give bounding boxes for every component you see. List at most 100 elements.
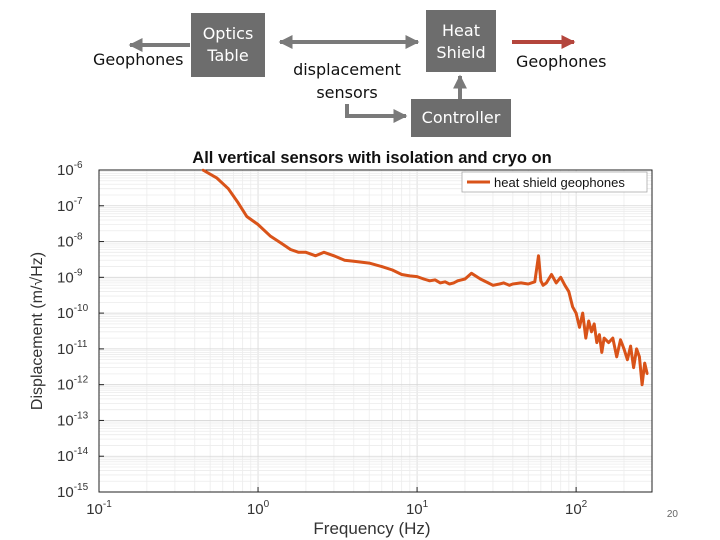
data-point <box>640 383 644 386</box>
y-tick-label: 10-14 <box>57 446 89 465</box>
data-point <box>422 277 425 281</box>
data-point <box>415 275 419 278</box>
data-point <box>448 282 451 286</box>
data-point <box>581 311 584 315</box>
data-point <box>227 187 230 190</box>
data-point <box>646 372 649 376</box>
plot-area-frame <box>98 169 653 493</box>
data-point <box>643 361 646 365</box>
y-tick-label: 10-10 <box>57 303 89 322</box>
data-point <box>434 278 437 282</box>
data-point <box>527 282 530 286</box>
y-tick-label: 10-6 <box>57 160 83 179</box>
data-point <box>578 326 581 329</box>
signal-flow-diagram <box>128 35 576 123</box>
data-point <box>201 168 205 172</box>
legend: heat shield geophones <box>461 171 648 193</box>
data-point <box>600 351 603 354</box>
data-point <box>332 254 336 257</box>
data-point <box>559 276 562 279</box>
data-point <box>245 215 248 218</box>
data-point <box>533 280 536 283</box>
data-point <box>443 280 447 283</box>
data-point <box>607 341 610 344</box>
data-point <box>629 344 632 348</box>
data-point <box>237 201 240 205</box>
data-point <box>304 251 308 254</box>
data-point <box>541 284 545 287</box>
x-tick-label: 100 <box>247 499 270 518</box>
arrow-sensors-to-controller <box>345 104 408 123</box>
data-point <box>590 330 593 333</box>
data-point <box>598 333 601 336</box>
data-point <box>380 265 383 268</box>
data-point <box>635 347 638 351</box>
data-point <box>400 273 403 276</box>
data-point <box>343 259 346 262</box>
data-point <box>555 281 558 285</box>
chart-title: All vertical sensors with isolation and … <box>192 149 551 167</box>
data-point <box>622 347 626 351</box>
displacement-sensors-line1: displacement <box>293 60 401 79</box>
legend-label: heat shield geophones <box>494 175 625 190</box>
geophones-left-label: Geophones <box>93 50 184 69</box>
series-line-0 <box>202 168 649 387</box>
data-point <box>452 281 455 285</box>
data-point <box>498 282 501 286</box>
data-point <box>593 322 596 326</box>
data-point <box>595 341 598 344</box>
y-tick-label: 10-8 <box>57 232 83 251</box>
data-point <box>391 268 394 272</box>
data-point <box>574 311 578 315</box>
x-tick-label: 102 <box>565 499 588 518</box>
optics-table-box: Optics Table <box>191 13 265 77</box>
slide-number: 20 <box>666 509 678 520</box>
y-tick-label: 10-11 <box>57 339 88 358</box>
y-tick-label: 10-13 <box>57 410 89 429</box>
heat-shield-line2: Shield <box>436 43 486 62</box>
data-point <box>280 242 283 245</box>
data-point <box>537 254 540 257</box>
data-point <box>539 279 542 282</box>
data-point <box>456 279 459 282</box>
data-point <box>563 284 567 287</box>
data-point <box>322 251 326 254</box>
data-point <box>479 277 482 281</box>
data-point <box>602 336 606 340</box>
optics-table-line2: Table <box>207 46 249 65</box>
data-point <box>491 284 495 287</box>
data-point <box>511 282 514 286</box>
data-point <box>269 235 272 238</box>
data-point <box>368 261 371 265</box>
optics-table-line1: Optics <box>202 24 254 43</box>
data-point <box>502 281 505 285</box>
displacement-sensors-line2: sensors <box>316 83 378 102</box>
data-point <box>571 305 574 308</box>
data-point <box>587 319 590 323</box>
data-point <box>584 336 587 340</box>
y-tick-label: 10-9 <box>57 267 83 286</box>
data-point <box>470 272 473 275</box>
data-point <box>408 274 411 278</box>
data-point <box>638 355 641 358</box>
heat-shield-box: Heat Shield <box>426 10 496 72</box>
data-point <box>619 338 622 341</box>
x-axis-label: Frequency (Hz) <box>313 519 430 538</box>
geophones-right-label: Geophones <box>516 52 607 71</box>
data-point <box>352 260 355 263</box>
data-point <box>567 290 570 293</box>
y-tick-label: 10-12 <box>57 375 89 394</box>
displacement-chart: All vertical sensors with isolation and … <box>29 149 653 538</box>
y-tick-label: 10-15 <box>57 482 89 501</box>
y-tick-label: 10-7 <box>57 196 83 215</box>
data-point <box>428 279 431 282</box>
data-point <box>550 273 553 276</box>
data-point <box>626 358 629 361</box>
data-point <box>519 281 523 285</box>
data-point <box>463 277 467 281</box>
displacement-sensors-label: displacement sensors <box>290 58 404 104</box>
heat-shield-line1: Heat <box>442 21 480 40</box>
data-point <box>439 281 442 285</box>
data-point <box>215 176 218 180</box>
x-tick-label: 101 <box>406 499 429 518</box>
